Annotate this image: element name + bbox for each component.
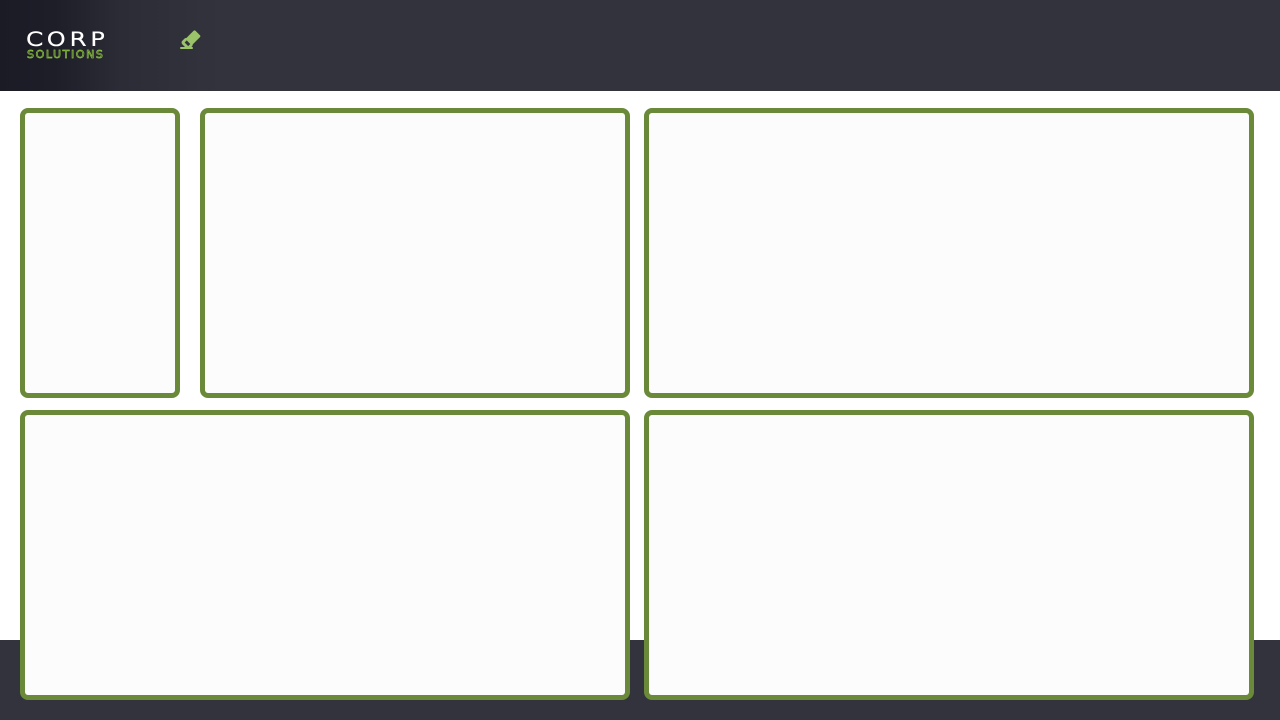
eraser-icon[interactable]: [178, 26, 204, 52]
header-logo-backdrop: [0, 0, 220, 91]
brand-tagline: SOLUTIONS: [27, 48, 105, 61]
brand-name: CORP: [25, 28, 109, 51]
dashboard-panel-2[interactable]: [200, 108, 630, 398]
dashboard-panel-5[interactable]: [644, 410, 1254, 700]
dashboard-panel-1[interactable]: [20, 108, 180, 398]
header-bar: CORP SOLUTIONS: [0, 0, 1280, 91]
brand-logo[interactable]: CORP SOLUTIONS: [25, 28, 146, 62]
dashboard-panel-4[interactable]: [20, 410, 630, 700]
eraser-icon-graphic: [180, 30, 201, 50]
dashboard-panel-3[interactable]: [644, 108, 1254, 398]
